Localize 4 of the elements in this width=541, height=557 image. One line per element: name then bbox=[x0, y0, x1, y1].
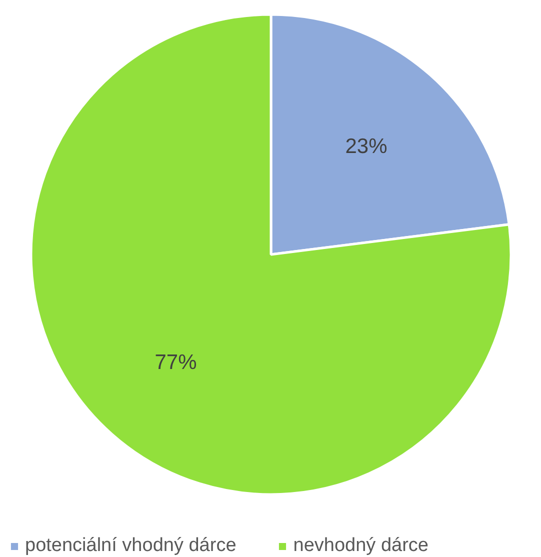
legend-label: potenciální vhodný dárce bbox=[25, 535, 236, 557]
legend-label: nevhodný dárce bbox=[293, 535, 428, 557]
data-label: 77% bbox=[154, 351, 197, 374]
data-label: 23% bbox=[345, 134, 388, 158]
